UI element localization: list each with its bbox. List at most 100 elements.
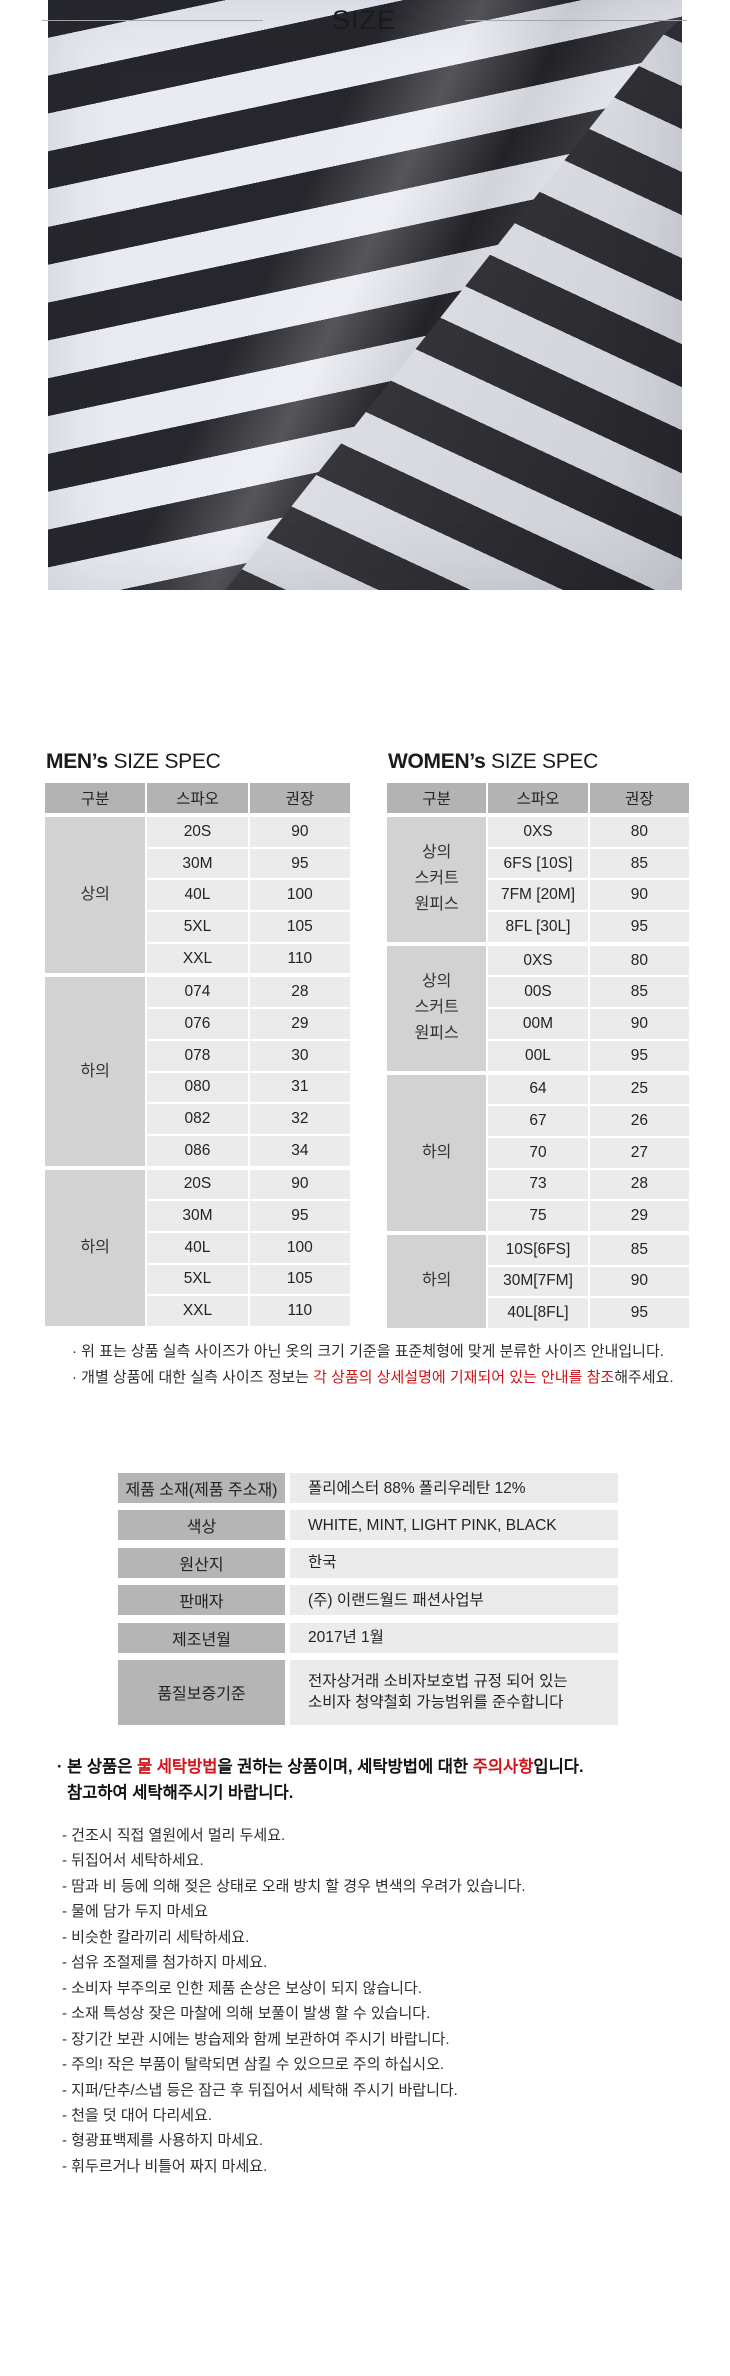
spao-cell: 10S[6FS] xyxy=(488,1234,588,1265)
table-group: 하의 074 28 076 29 078 30 080 31 082 32 086 34 xyxy=(45,977,350,1166)
size-cell: 85 xyxy=(589,977,689,1008)
spao-cell: XXL xyxy=(147,1296,248,1326)
size-cell: 90 xyxy=(589,880,689,911)
size-cell: 90 xyxy=(589,1266,689,1297)
size-cell: 34 xyxy=(249,1135,350,1166)
group-label-cell: 하의 xyxy=(45,1169,146,1326)
size-cell: 80 xyxy=(589,817,689,847)
header-cell: 권장 xyxy=(589,783,689,813)
size-cell: 26 xyxy=(589,1106,689,1136)
size-cell: 95 xyxy=(589,912,689,942)
care-item: - 섬유 조절제를 첨가하지 마세요. xyxy=(62,1954,268,1972)
spao-cell: 40L xyxy=(147,1232,248,1263)
spao-cell: 00M xyxy=(488,1009,588,1039)
info-label: 제조년월 xyxy=(118,1622,285,1653)
spao-cell: 30M xyxy=(147,848,248,879)
size-guide-notes: · 위 표는 상품 실측 사이즈가 아닌 옷의 크기 기준을 표준체형에 맞게 … xyxy=(72,1339,674,1391)
care-heading-red: 주의사항 xyxy=(472,1758,534,1776)
size-cell: 30 xyxy=(249,1040,350,1071)
care-item: - 지퍼/단추/스냅 등은 잠근 후 뒤집어서 세탁해 주시기 바랍니다. xyxy=(62,2081,458,2099)
care-heading-text: · 본 상품은 xyxy=(57,1758,137,1776)
size-cell: 29 xyxy=(589,1201,689,1231)
spao-cell: 30M[7FM] xyxy=(488,1266,588,1297)
table-group: 하의 20S 90 30M 95 40L 100 5XL 105 XXL 110 xyxy=(45,1169,350,1326)
info-value: 2017년 1월 xyxy=(290,1622,618,1653)
size-cell: 100 xyxy=(249,880,350,911)
spao-cell: 00L xyxy=(488,1040,588,1071)
info-row: 판매자 (주) 이랜드월드 패션사업부 xyxy=(118,1585,618,1616)
group-label-cell: 상의 스커트 원피스 xyxy=(387,817,487,942)
spao-cell: 70 xyxy=(488,1137,588,1168)
womens-size-table-section: WOMEN’s SIZE SPEC 구분 스파오 권장 상의 스커트 원피스 0… xyxy=(387,750,689,1328)
care-item: - 뒤집어서 세탁하세요. xyxy=(62,1852,204,1870)
size-cell: 80 xyxy=(589,945,689,976)
spao-cell: 67 xyxy=(488,1106,588,1136)
spao-cell: 076 xyxy=(147,1009,248,1039)
table-group: 상의 20S 90 30M 95 40L 100 5XL 105 XXL 110 xyxy=(45,817,350,974)
header-cell: 구분 xyxy=(45,783,146,813)
table-group: 상의 스커트 원피스 0XS 80 6FS [10S] 85 7FM [20M] 90… xyxy=(387,817,689,942)
group-label-cell: 하의 xyxy=(45,977,146,1166)
info-row: 색상 WHITE, MINT, LIGHT PINK, BLACK xyxy=(118,1510,618,1541)
care-heading: · 본 상품은 물 세탁방법을 권하는 상품이며, 세탁방법에 대한 주의사항입… xyxy=(57,1755,584,1806)
spao-cell: 73 xyxy=(488,1169,588,1200)
care-item: - 소비자 부주의로 인한 제품 손상은 보상이 되지 않습니다. xyxy=(62,1979,422,1997)
header-cell: 스파오 xyxy=(488,783,588,813)
spao-cell: 080 xyxy=(147,1072,248,1103)
heading-rest: SIZE SPEC xyxy=(107,750,221,773)
size-cell: 95 xyxy=(249,848,350,879)
size-cell: 100 xyxy=(249,1232,350,1263)
info-label: 원산지 xyxy=(118,1547,285,1578)
info-value: (주) 이랜드월드 패션사업부 xyxy=(290,1585,618,1616)
size-cell: 105 xyxy=(249,912,350,942)
heading-bold: WOMEN’s xyxy=(388,750,486,773)
striped-fabric-photo xyxy=(48,0,682,590)
size-cell: 110 xyxy=(249,1296,350,1326)
heading-bold: MEN’s xyxy=(46,750,108,773)
care-heading-text: 을 권하는 상품이며, 세탁방법에 대한 xyxy=(217,1758,473,1776)
note-line: · 개별 상품에 대한 실측 사이즈 정보는 각 상품의 상세설명에 기재되어 … xyxy=(72,1365,674,1391)
care-heading-text: 입니다. xyxy=(533,1758,584,1776)
header-cell: 스파오 xyxy=(147,783,248,813)
care-item: - 소재 특성상 잦은 마찰에 의해 보풀이 발생 할 수 있습니다. xyxy=(62,2005,431,2023)
spao-cell: 20S xyxy=(147,817,248,847)
table-group: 하의 64 25 67 26 70 27 73 28 75 29 xyxy=(387,1074,689,1231)
size-cell: 95 xyxy=(589,1040,689,1071)
table-header-row: 구분 스파오 권장 xyxy=(387,783,689,813)
size-cell: 25 xyxy=(589,1074,689,1105)
care-item: - 주의! 작은 부품이 탈락되면 삼킬 수 있으므로 주의 하십시오. xyxy=(62,2056,445,2074)
size-cell: 85 xyxy=(589,1234,689,1265)
header-cell: 구분 xyxy=(387,783,487,813)
note-text: 해주세요. xyxy=(614,1369,674,1386)
table-group: 하의 10S[6FS] 85 30M[7FM] 90 40L[8FL] 95 xyxy=(387,1234,689,1328)
product-info-table: 제품 소재(제품 주소재) 폴리에스터 88% 폴리우레탄 12% 색상 WHI… xyxy=(118,1473,618,1732)
info-value: 폴리에스터 88% 폴리우레탄 12% xyxy=(290,1473,618,1503)
info-value: WHITE, MINT, LIGHT PINK, BLACK xyxy=(290,1510,618,1541)
info-row: 원산지 한국 xyxy=(118,1547,618,1578)
spao-cell: 20S xyxy=(147,1169,248,1200)
size-cell: 28 xyxy=(589,1169,689,1200)
info-row: 품질보증기준 전자상거래 소비자보호법 규정 되어 있는 소비자 청약철회 가능… xyxy=(118,1659,618,1725)
spao-cell: 6FS [10S] xyxy=(488,848,588,879)
group-label-cell: 상의 스커트 원피스 xyxy=(387,945,487,1071)
size-cell: 29 xyxy=(249,1009,350,1039)
size-cell: 95 xyxy=(249,1201,350,1231)
size-cell: 85 xyxy=(589,848,689,879)
care-item: - 장기간 보관 시에는 방습제와 함께 보관하여 주시기 바랍니다. xyxy=(62,2030,450,2048)
care-item: - 비슷한 칼라끼리 세탁하세요. xyxy=(62,1928,250,1946)
spao-cell: 64 xyxy=(488,1074,588,1105)
care-item: - 휘두르거나 비틀어 짜지 마세요. xyxy=(62,2157,268,2175)
spao-cell: 00S xyxy=(488,977,588,1008)
group-label-cell: 하의 xyxy=(387,1234,487,1328)
spao-cell: XXL xyxy=(147,943,248,974)
size-cell: 90 xyxy=(249,1169,350,1200)
care-item: - 천을 덧 대어 다리세요. xyxy=(62,2106,213,2124)
info-row: 제조년월 2017년 1월 xyxy=(118,1622,618,1653)
spao-cell: 30M xyxy=(147,1201,248,1231)
note-red-text: 각 상품의 상세설명에 기재되어 있는 안내를 참조 xyxy=(313,1369,615,1386)
note-line: · 위 표는 상품 실측 사이즈가 아닌 옷의 크기 기준을 표준체형에 맞게 … xyxy=(72,1343,664,1360)
spao-cell: 40L xyxy=(147,880,248,911)
care-list: - 건조시 직접 열원에서 멀리 두세요. - 뒤집어서 세탁하세요. - 땀과… xyxy=(62,1823,526,2179)
info-row: 제품 소재(제품 주소재) 폴리에스터 88% 폴리우레탄 12% xyxy=(118,1473,618,1503)
